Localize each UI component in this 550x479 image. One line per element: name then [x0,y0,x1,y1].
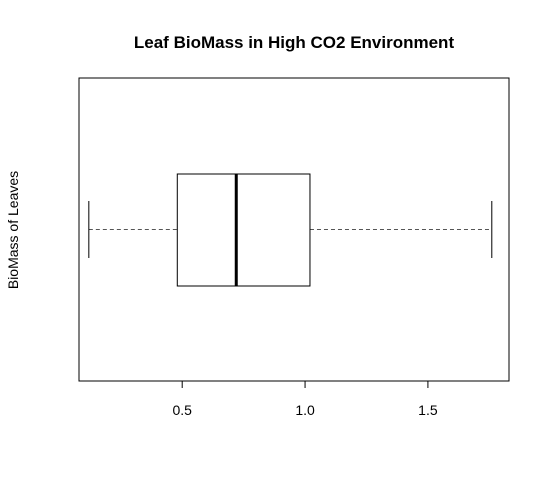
x-tick-label: 1.5 [418,402,438,418]
box-plot [88,173,493,287]
x-tick-label: 0.5 [172,402,192,418]
box-iqr [176,173,311,287]
chart-title: Leaf BioMass in High CO2 Environment [134,33,455,52]
x-axis: 0.5 1.0 1.5 [172,380,438,418]
x-tick-label: 1.0 [295,402,315,418]
y-axis-label: BioMass of Leaves [5,171,21,289]
